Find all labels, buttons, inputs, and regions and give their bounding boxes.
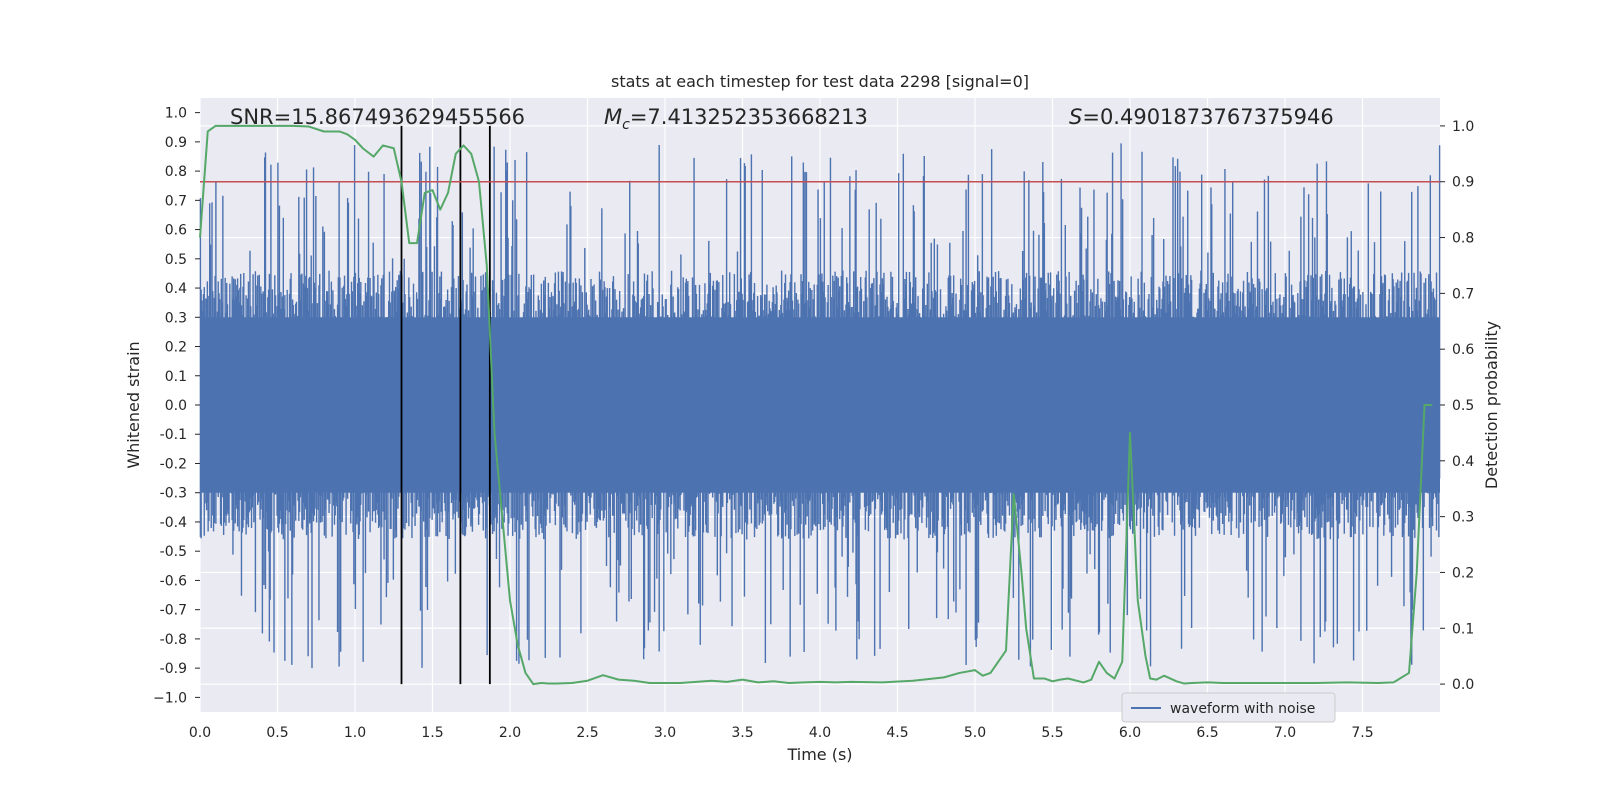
x-tick-label: 1.0 xyxy=(344,725,366,741)
left-tick-label: -0.3 xyxy=(160,486,187,502)
left-tick-label: 0.1 xyxy=(165,369,187,385)
marker-lines xyxy=(400,125,491,685)
x-tick-label: 4.5 xyxy=(886,725,908,741)
snr-annotation: SNR=15.867493629455566 xyxy=(230,105,525,129)
mc-annotation: Mc=7.413252353668213 xyxy=(604,105,868,133)
x-tick-label: 7.5 xyxy=(1351,725,1373,741)
left-tick-label: -0.2 xyxy=(160,456,187,472)
right-tick-label: 0.1 xyxy=(1452,621,1474,637)
left-tick-label: 0.5 xyxy=(165,252,187,268)
mc-symbol: M xyxy=(604,105,622,129)
x-axis-label: Time (s) xyxy=(786,745,852,764)
x-tick-label: 4.0 xyxy=(809,725,831,741)
left-tick-label: -0.5 xyxy=(160,544,187,560)
x-tick-label: 0.0 xyxy=(189,725,211,741)
left-tick-label: 0.8 xyxy=(165,164,187,180)
right-tick-label: 0.9 xyxy=(1452,175,1474,191)
right-tick-label: 0.7 xyxy=(1452,286,1474,302)
right-tick-label: 0.8 xyxy=(1452,231,1474,247)
left-tick-label: 0.7 xyxy=(165,193,187,209)
x-tick-label: 6.5 xyxy=(1196,725,1218,741)
left-tick-label: -0.1 xyxy=(160,427,187,443)
x-tick-label: 0.5 xyxy=(266,725,288,741)
left-tick-label: -0.8 xyxy=(160,632,187,648)
left-tick-label: -0.4 xyxy=(160,515,187,531)
left-tick-label: -0.7 xyxy=(160,603,187,619)
left-tick-label: 0.4 xyxy=(165,281,187,297)
right-tick-label: 0.0 xyxy=(1452,677,1474,693)
x-tick-label: 6.0 xyxy=(1119,725,1141,741)
left-tick-label: -0.9 xyxy=(160,661,187,677)
left-tick-label: 0.0 xyxy=(165,398,187,414)
left-tick-label: -0.6 xyxy=(160,573,187,589)
legend-label-waveform: waveform with noise xyxy=(1170,701,1315,717)
legend-box xyxy=(1121,692,1336,723)
x-tick-label: 3.0 xyxy=(654,725,676,741)
x-tick-label: 1.5 xyxy=(421,725,443,741)
s-symbol: S xyxy=(1069,105,1082,129)
right-axis-label: Detection probability xyxy=(1482,321,1501,489)
x-tick-label: 2.5 xyxy=(576,725,598,741)
probability-line xyxy=(199,124,1433,686)
x-tick-label: 7.0 xyxy=(1274,725,1296,741)
right-tick-label: 0.6 xyxy=(1452,342,1474,358)
legend: waveform with noise xyxy=(1121,692,1336,723)
left-tick-label: 1.0 xyxy=(165,106,187,122)
right-tick-label: 0.3 xyxy=(1452,510,1474,526)
s-annotation: S=0.4901873767375946 xyxy=(1069,105,1334,129)
x-tick-label: 5.5 xyxy=(1041,725,1063,741)
left-tick-label: 0.2 xyxy=(165,340,187,356)
waveform-core xyxy=(200,317,1440,493)
mc-subscript: c xyxy=(622,117,630,133)
right-tick-label: 0.2 xyxy=(1452,565,1474,581)
chart-title: stats at each timestep for test data 229… xyxy=(611,72,1029,91)
right-tick-label: 0.5 xyxy=(1452,398,1474,414)
left-tick-label: 0.6 xyxy=(165,223,187,239)
left-tick-label: 0.9 xyxy=(165,135,187,151)
mc-value: =7.413252353668213 xyxy=(630,105,868,129)
right-tick-label: 1.0 xyxy=(1452,119,1474,135)
x-tick-label: 3.5 xyxy=(731,725,753,741)
right-tick-label: 0.4 xyxy=(1452,454,1474,470)
tick-labels: 0.0 0.5 1.0 1.5 2.0 2.5 3.0 3.5 4.0 4.5 5.0 5.5 6.0 6… xyxy=(153,106,1474,741)
waveform-series xyxy=(199,143,1441,669)
left-tick-label: −1.0 xyxy=(153,690,187,706)
x-tick-label: 2.0 xyxy=(499,725,521,741)
left-tick-label: 0.3 xyxy=(165,310,187,326)
x-tick-label: 5.0 xyxy=(964,725,986,741)
left-axis-label: Whitened strain xyxy=(124,341,143,468)
probability-series xyxy=(199,124,1433,686)
s-value: =0.4901873767375946 xyxy=(1082,105,1333,129)
